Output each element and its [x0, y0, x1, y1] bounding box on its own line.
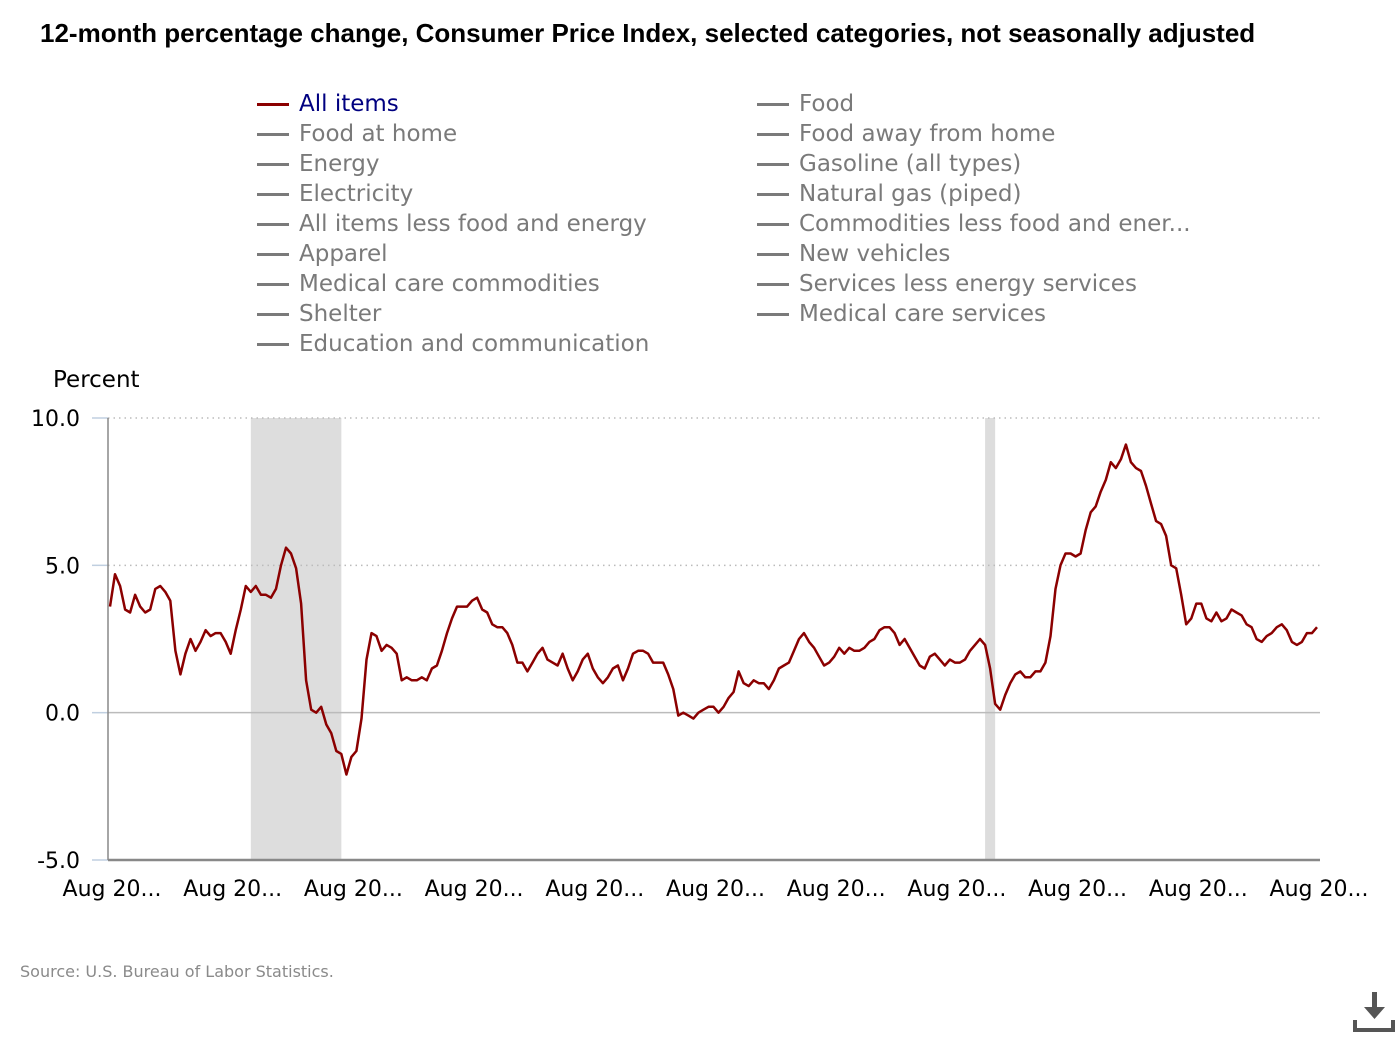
legend-item[interactable]: Shelter — [257, 299, 381, 329]
x-tick-label: Aug 20... — [425, 877, 524, 902]
legend-label: Energy — [299, 151, 380, 177]
legend-item[interactable]: Education and communication — [257, 329, 649, 359]
legend-swatch — [257, 342, 289, 346]
legend-swatch — [257, 252, 289, 256]
legend-swatch — [757, 132, 789, 136]
legend-label: All items — [299, 91, 399, 117]
chart-title: 12-month percentage change, Consumer Pri… — [40, 18, 1256, 48]
legend-label: Shelter — [299, 301, 382, 327]
legend-swatch — [257, 222, 289, 226]
y-axis-label: Percent — [53, 367, 140, 393]
legend-swatch — [257, 192, 289, 196]
legend-swatch — [257, 282, 289, 286]
legend-item[interactable]: New vehicles — [757, 239, 950, 269]
y-tick-label: -5.0 — [37, 849, 80, 874]
legend-swatch — [757, 282, 789, 286]
legend-item[interactable]: Services less energy services — [757, 269, 1137, 299]
legend-label: All items less food and energy — [299, 211, 647, 237]
legend-swatch — [757, 312, 789, 316]
x-tick-label: Aug 20... — [1149, 877, 1248, 902]
legend-label: Gasoline (all types) — [799, 151, 1022, 177]
legend-item[interactable]: Medical care commodities — [257, 269, 600, 299]
legend-item[interactable]: Electricity — [257, 179, 413, 209]
legend-label: Food away from home — [799, 121, 1056, 147]
x-tick-label: Aug 20... — [63, 877, 162, 902]
legend-item[interactable]: Food away from home — [757, 119, 1055, 149]
legend-item[interactable]: Energy — [257, 149, 380, 179]
legend-swatch — [757, 222, 789, 226]
line-chart: 10.0 5.0 0.0 -5.0 Percent Aug 20... Aug 20... A… — [31, 367, 1369, 902]
x-tick-label: Aug 20... — [666, 877, 765, 902]
x-tick-label: Aug 20... — [1028, 877, 1127, 902]
legend-item[interactable]: Medical care services — [757, 299, 1046, 329]
legend-swatch — [757, 252, 789, 256]
legend-label: Apparel — [299, 241, 388, 267]
legend-swatch — [257, 132, 289, 136]
x-tick-label: Aug 20... — [545, 877, 644, 902]
series-line-all-items — [108, 443, 1318, 776]
x-tick-label: Aug 20... — [1270, 877, 1369, 902]
legend-item[interactable]: All items less food and energy — [257, 209, 647, 239]
y-tick-label: 5.0 — [45, 554, 80, 579]
legend-item[interactable]: All items — [257, 89, 399, 119]
legend-label: New vehicles — [799, 241, 951, 267]
legend-item[interactable]: Natural gas (piped) — [757, 179, 1021, 209]
legend-swatch — [757, 192, 789, 196]
recession-shading — [985, 418, 996, 860]
download-icon — [1353, 992, 1395, 1032]
x-tick-label: Aug 20... — [304, 877, 403, 902]
source-note: Source: U.S. Bureau of Labor Statistics. — [20, 962, 334, 981]
legend-swatch — [257, 162, 289, 166]
legend-label: Electricity — [299, 181, 414, 207]
legend-item[interactable]: Food at home — [257, 119, 457, 149]
legend-label: Services less energy services — [799, 271, 1137, 297]
y-tick-label: 10.0 — [31, 407, 80, 432]
x-tick-label: Aug 20... — [183, 877, 282, 902]
x-tick-label: Aug 20... — [907, 877, 1006, 902]
legend-swatch — [757, 102, 789, 106]
legend-item[interactable]: Apparel — [257, 239, 388, 269]
legend-label: Commodities less food and ener... — [799, 211, 1191, 237]
legend-item[interactable]: Commodities less food and ener... — [757, 209, 1191, 239]
legend-label: Education and communication — [299, 331, 650, 357]
legend-label: Food at home — [299, 121, 458, 147]
legend-item[interactable]: Gasoline (all types) — [757, 149, 1021, 179]
download-button[interactable] — [1352, 990, 1396, 1034]
recession-shading — [250, 418, 342, 860]
x-tick-label: Aug 20... — [787, 877, 886, 902]
legend-label: Medical care commodities — [299, 271, 600, 297]
legend-item[interactable]: Food — [757, 89, 854, 119]
legend-label: Food — [799, 91, 855, 117]
legend-label: Natural gas (piped) — [799, 181, 1022, 207]
legend-swatch — [757, 162, 789, 166]
legend-swatch — [257, 312, 289, 316]
y-tick-label: 0.0 — [45, 702, 80, 727]
legend-swatch — [257, 102, 289, 106]
legend-label: Medical care services — [799, 301, 1046, 327]
